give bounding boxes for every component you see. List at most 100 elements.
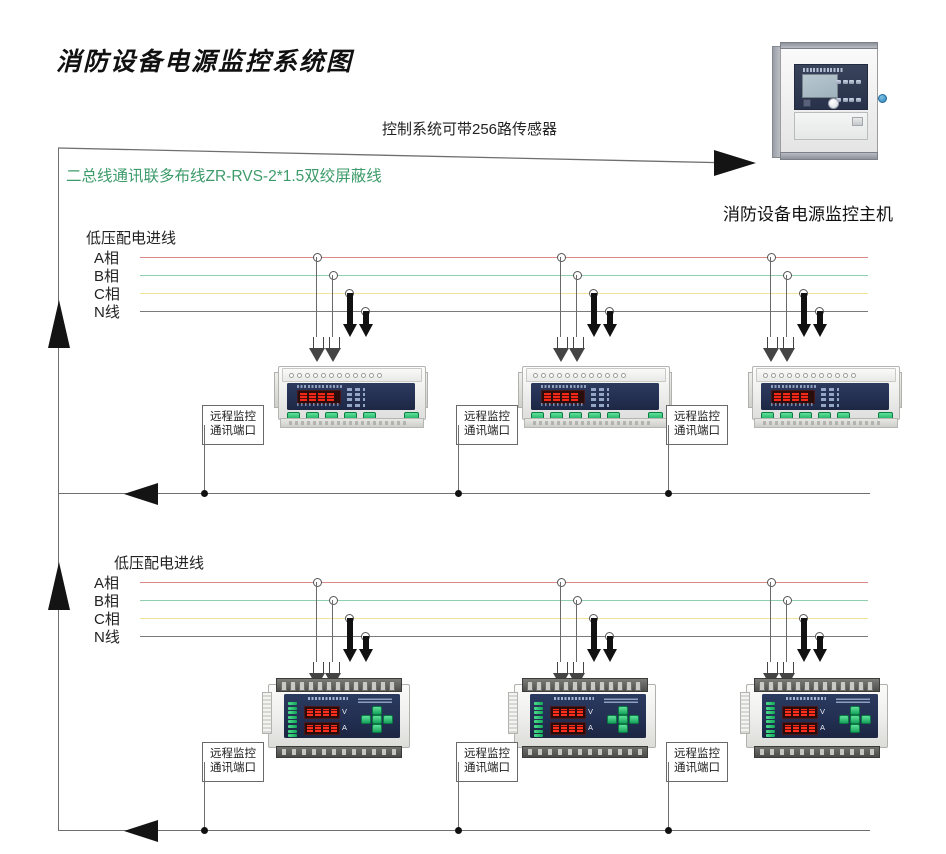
host-caption: 消防设备电源监控主机 bbox=[723, 205, 893, 224]
module-keypad[interactable] bbox=[287, 412, 419, 421]
comm-junction-3 bbox=[665, 490, 672, 497]
module-led-display bbox=[771, 389, 815, 404]
module-key-enter[interactable] bbox=[372, 715, 382, 724]
module-4[interactable]: V A bbox=[262, 672, 414, 764]
host-lock-icon[interactable] bbox=[878, 94, 887, 103]
host-access-door[interactable] bbox=[794, 112, 868, 140]
host-lcd-screen bbox=[802, 74, 838, 98]
module-front-panel: V A bbox=[284, 694, 400, 738]
comm-drop-module-2 bbox=[458, 425, 459, 493]
module-front-panel: V A bbox=[530, 694, 646, 738]
module-status-led-bar bbox=[534, 702, 543, 739]
module-current-display bbox=[782, 722, 818, 735]
module-unit-volt: V bbox=[342, 707, 348, 716]
module-key-up[interactable] bbox=[618, 706, 628, 715]
bus-trunk-arrow-upper bbox=[48, 300, 70, 348]
module-key-enter[interactable] bbox=[850, 715, 860, 724]
module-unit-volt: V bbox=[820, 707, 826, 716]
module-6[interactable]: V A bbox=[740, 672, 892, 764]
module-terminal-strip bbox=[526, 368, 666, 382]
module-status-led-bar bbox=[766, 702, 775, 739]
host-main-button[interactable] bbox=[828, 98, 839, 109]
module-unit-amp: A bbox=[588, 723, 594, 732]
module-5[interactable]: V A bbox=[508, 672, 660, 764]
module-voltage-display bbox=[550, 706, 586, 719]
module-unit-amp: A bbox=[342, 723, 348, 732]
page-title: 消防设备电源监控系统图 bbox=[56, 47, 354, 76]
phase-label-a-lower: A相 bbox=[94, 575, 120, 592]
module-front-panel bbox=[761, 383, 889, 410]
bus-line-to-host bbox=[58, 146, 748, 168]
bus-cable-label: 二总线通讯联多布线ZR-RVS-2*1.5双绞屏蔽线 bbox=[66, 168, 382, 185]
phase-label-c-upper: C相 bbox=[94, 286, 120, 303]
module-front-panel: V A bbox=[762, 694, 878, 738]
port-label-line2: 通讯端口 bbox=[464, 762, 510, 775]
module-led-display bbox=[297, 389, 341, 404]
module-current-display bbox=[550, 722, 586, 735]
port-label-line2: 通讯端口 bbox=[210, 425, 256, 438]
comm-junction-2 bbox=[455, 490, 462, 497]
module-key-down[interactable] bbox=[618, 724, 628, 733]
comm-bus-arrow-upper bbox=[124, 483, 158, 505]
port-label-line1: 远程监控 bbox=[210, 411, 256, 423]
module-voltage-display bbox=[782, 706, 818, 719]
module-nav-keypad[interactable] bbox=[839, 706, 871, 733]
module-key-up[interactable] bbox=[372, 706, 382, 715]
module-front-panel bbox=[287, 383, 415, 410]
module-key-enter[interactable] bbox=[618, 715, 628, 724]
port-label-line2: 通讯端口 bbox=[210, 762, 256, 775]
module-1[interactable] bbox=[274, 358, 428, 428]
port-label-module-2: 远程监控 通讯端口 bbox=[456, 405, 518, 445]
module-key-left[interactable] bbox=[607, 715, 617, 724]
module-3[interactable] bbox=[748, 358, 902, 428]
module-nav-keypad[interactable] bbox=[607, 706, 639, 733]
module-status-led-bar bbox=[288, 702, 297, 739]
module-key-left[interactable] bbox=[839, 715, 849, 724]
port-label-line1: 远程监控 bbox=[210, 748, 256, 760]
comm-drop-module-4 bbox=[204, 762, 205, 830]
phase-line-n-lower bbox=[140, 636, 868, 637]
module-unit-volt: V bbox=[588, 707, 594, 716]
comm-drop-module-1 bbox=[204, 425, 205, 493]
comm-junction-4 bbox=[201, 827, 208, 834]
module-unit-amp: A bbox=[820, 723, 826, 732]
module-nav-keypad[interactable] bbox=[361, 706, 393, 733]
phase-label-a-upper: A相 bbox=[94, 250, 120, 267]
incoming-line-label-lower: 低压配电进线 bbox=[114, 555, 205, 572]
module-key-down[interactable] bbox=[372, 724, 382, 733]
comm-junction-6 bbox=[665, 827, 672, 834]
module-status-leds bbox=[821, 388, 839, 409]
module-bottom-terminals bbox=[522, 746, 648, 758]
module-bottom-terminals bbox=[754, 746, 880, 758]
section-upper: 低压配电进线 A相 B相 C相 N线 bbox=[58, 230, 902, 505]
module-key-right[interactable] bbox=[629, 715, 639, 724]
port-label-line2: 通讯端口 bbox=[674, 762, 720, 775]
phase-line-b-upper bbox=[140, 275, 868, 276]
module-terminal-strip bbox=[756, 368, 896, 382]
bus-trunk-vertical bbox=[58, 148, 59, 830]
phase-line-a-lower bbox=[140, 582, 868, 583]
port-label-line1: 远程监控 bbox=[674, 748, 720, 760]
module-key-down[interactable] bbox=[850, 724, 860, 733]
port-label-module-1: 远程监控 通讯端口 bbox=[202, 405, 264, 445]
phase-label-n-upper: N线 bbox=[94, 304, 120, 321]
module-key-right[interactable] bbox=[861, 715, 871, 724]
module-top-terminals bbox=[276, 678, 402, 692]
module-bottom-terminals bbox=[276, 746, 402, 758]
module-2[interactable] bbox=[518, 358, 672, 428]
port-label-line1: 远程监控 bbox=[674, 411, 720, 423]
comm-bus-arrow-lower bbox=[124, 820, 158, 842]
host-door-handle[interactable] bbox=[852, 117, 863, 126]
port-label-line2: 通讯端口 bbox=[674, 425, 720, 438]
port-label-module-3: 远程监控 通讯端口 bbox=[666, 405, 728, 445]
port-label-module-4: 远程监控 通讯端口 bbox=[202, 742, 264, 782]
module-key-up[interactable] bbox=[850, 706, 860, 715]
module-key-left[interactable] bbox=[361, 715, 371, 724]
module-key-right[interactable] bbox=[383, 715, 393, 724]
bus-trunk-arrow-lower bbox=[48, 562, 70, 610]
phase-label-b-upper: B相 bbox=[94, 268, 120, 285]
module-front-panel bbox=[531, 383, 659, 410]
bus-capacity-note: 控制系统可带256路传感器 bbox=[382, 121, 558, 138]
